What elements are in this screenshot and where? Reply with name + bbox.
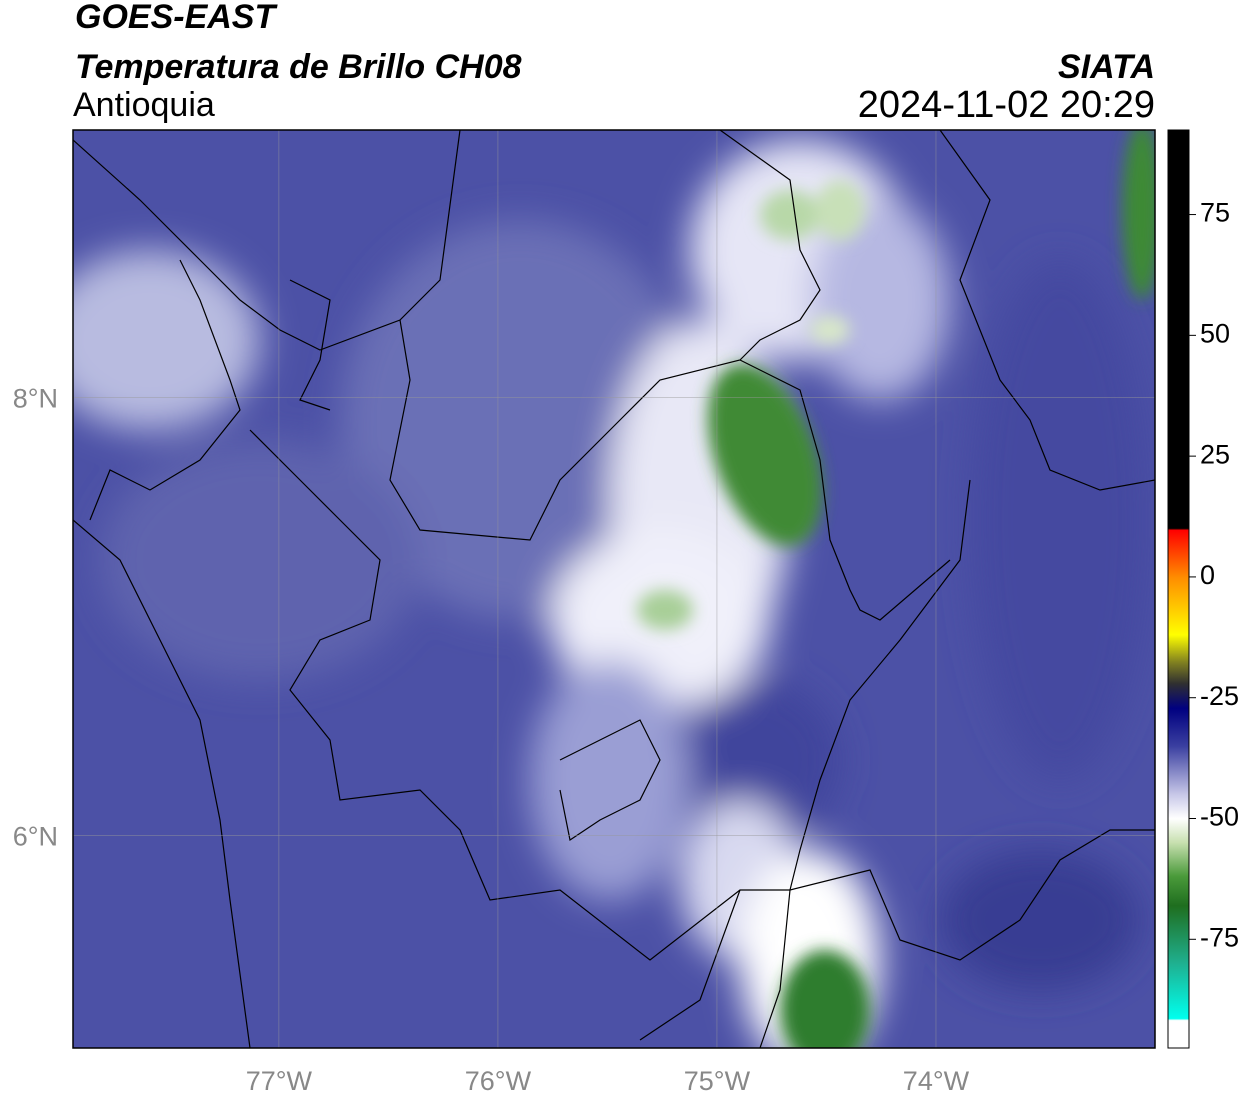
x-tick-label: 77°W — [246, 1066, 313, 1096]
colorbar-tick-label: 0 — [1200, 560, 1215, 590]
colorbar-tick-label: 75 — [1200, 198, 1230, 228]
x-tick-label: 76°W — [465, 1066, 532, 1096]
grid — [73, 130, 1155, 1048]
title: GOES-EAST — [75, 0, 278, 36]
x-tick-label: 75°W — [684, 1066, 751, 1096]
y-tick-label: 8°N — [13, 383, 58, 413]
colorbar-tick-label: 25 — [1200, 439, 1230, 469]
colorbar-tick-label: 50 — [1200, 318, 1230, 348]
datetime: 2024-11-02 20:29 — [858, 84, 1155, 126]
source: SIATA — [1058, 48, 1155, 86]
map-frame — [72, 129, 1156, 1049]
colorbar-tick-label: -75 — [1200, 922, 1239, 952]
map-image — [73, 130, 1155, 1048]
colorbar-tick-label: -50 — [1200, 802, 1239, 832]
subtitle: Temperatura de Brillo CH08 — [75, 48, 522, 86]
region: Antioquia — [73, 86, 215, 124]
y-tick-label: 6°N — [13, 821, 58, 851]
colorbar — [1167, 129, 1190, 1049]
x-tick-label: 74°W — [903, 1066, 970, 1096]
colorbar-tick-label: -25 — [1200, 681, 1239, 711]
